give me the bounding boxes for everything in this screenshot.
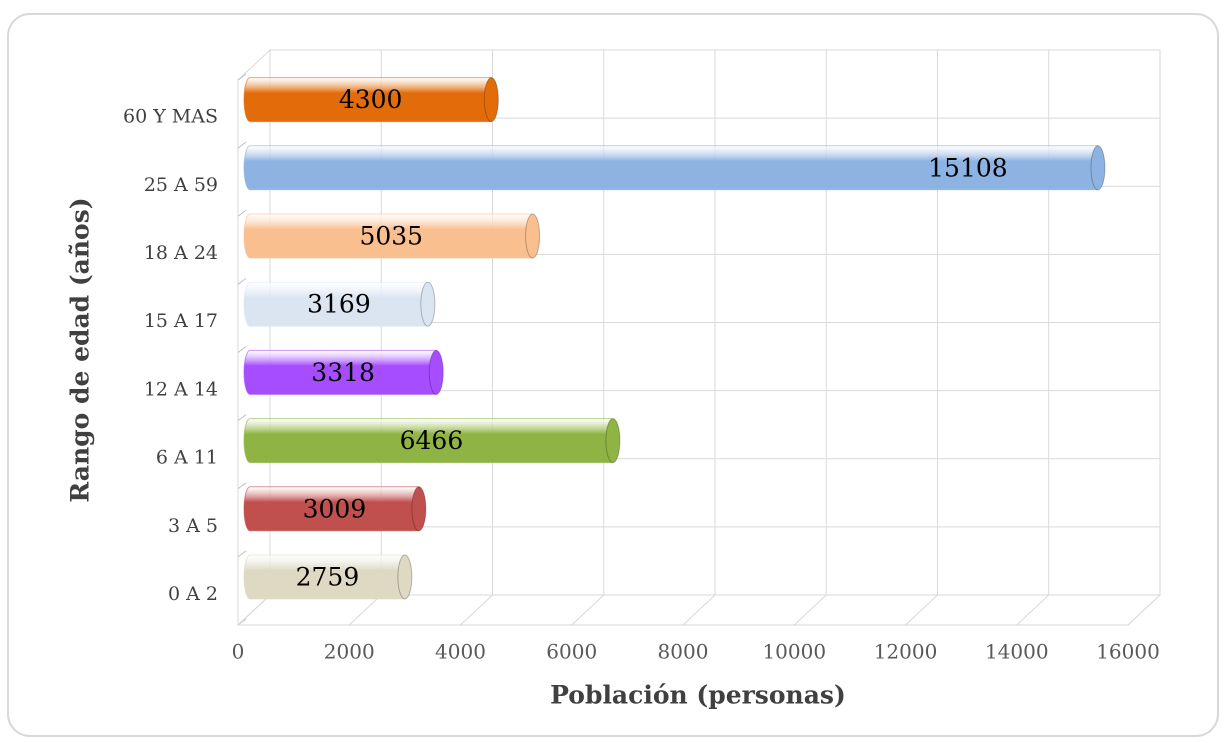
bar — [243, 281, 436, 327]
bar-end — [525, 213, 541, 259]
data-label: 6466 — [400, 426, 464, 455]
bar-end — [420, 281, 436, 327]
bar — [243, 554, 413, 600]
y-tick-label: 15 A 17 — [144, 310, 218, 332]
bar — [243, 77, 499, 123]
bar-end — [1090, 145, 1106, 191]
x-tick-label: 0 — [232, 640, 245, 664]
data-label: 15108 — [928, 153, 1008, 182]
x-axis-label: Población (personas) — [550, 681, 846, 710]
bar-body — [243, 281, 429, 327]
y-tick-label: 12 A 14 — [144, 378, 218, 400]
bar-body — [243, 554, 406, 600]
bar — [243, 145, 1106, 191]
data-label: 3318 — [311, 358, 375, 387]
x-tick-label: 8000 — [658, 640, 709, 664]
x-tick-label: 2000 — [324, 640, 375, 664]
bar-body — [243, 418, 614, 464]
bar-body — [243, 213, 534, 259]
bar-end — [397, 554, 413, 600]
y-tick-label: 25 A 59 — [144, 174, 218, 196]
bar-body — [243, 486, 420, 532]
y-tick-label: 18 A 24 — [144, 242, 218, 264]
bar — [243, 349, 444, 395]
floor-grid-line — [682, 594, 716, 626]
x-tick-label: 10000 — [762, 640, 826, 664]
x-tick-label: 12000 — [874, 640, 938, 664]
floor-grid-line — [1016, 594, 1050, 626]
bar-body — [243, 77, 492, 123]
floor-grid-line — [460, 594, 493, 626]
category-tick — [237, 209, 247, 217]
data-label: 4300 — [339, 85, 403, 114]
bar-body — [243, 145, 1099, 191]
bar-end — [428, 349, 444, 395]
y-tick-label: 3 A 5 — [168, 515, 218, 537]
x-tick-label: 6000 — [546, 640, 597, 664]
floor-grid-line — [793, 594, 827, 626]
category-tick — [237, 141, 247, 149]
y-tick-label: 6 A 11 — [156, 447, 218, 469]
bar — [243, 418, 621, 464]
floor-grid-line — [571, 594, 605, 626]
data-label: 2759 — [296, 563, 360, 592]
bar — [243, 213, 541, 259]
category-tick — [237, 550, 247, 558]
data-label: 5035 — [359, 222, 423, 251]
category-tick — [237, 277, 247, 285]
category-tick — [237, 482, 247, 490]
category-tick — [237, 73, 247, 81]
y-tick-label: 60 Y MAS — [123, 106, 218, 128]
floor-grid-line — [237, 594, 271, 626]
bar — [243, 486, 427, 532]
x-tick-label: 14000 — [985, 640, 1049, 664]
x-tick-label: 4000 — [435, 640, 486, 664]
floor-grid-line — [905, 594, 938, 626]
floor-grid-line — [348, 594, 382, 626]
bar-end — [411, 486, 427, 532]
bar-end — [605, 418, 621, 464]
bar-body — [243, 349, 437, 395]
bar-end — [483, 77, 499, 123]
y-tick-label: 0 A 2 — [168, 583, 218, 605]
x-tick-label: 16000 — [1096, 640, 1160, 664]
category-tick — [237, 346, 247, 353]
floor-grid-line — [1127, 594, 1161, 626]
category-tick — [237, 414, 247, 422]
data-label: 3169 — [307, 290, 371, 319]
data-label: 3009 — [303, 494, 367, 523]
y-axis-label: Rango de edad (años) — [66, 197, 95, 502]
